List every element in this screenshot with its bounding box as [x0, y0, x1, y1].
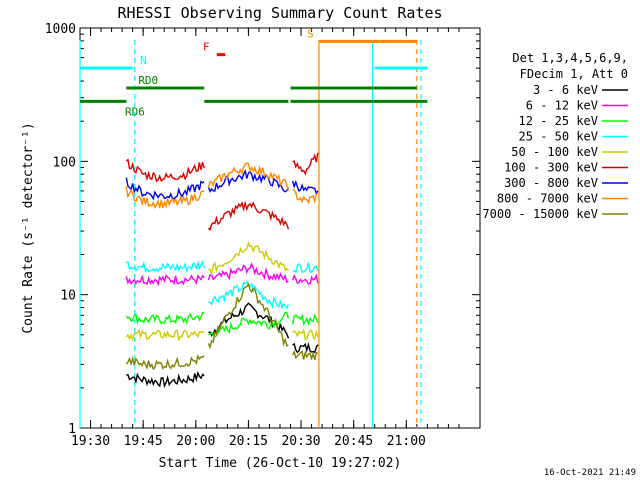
series-line — [126, 370, 205, 389]
legend: Det 1,3,4,5,6,9, FDecim 1, Att 0 3 - 6 k… — [482, 51, 628, 221]
series-line — [125, 158, 205, 183]
legend-item-label: 3 - 6 keV — [533, 83, 598, 97]
series-line — [291, 313, 319, 327]
legend-item-label: 50 - 100 keV — [511, 145, 598, 159]
x-tick-label: 19:30 — [71, 434, 110, 449]
series-line — [291, 273, 319, 285]
series-line — [208, 241, 289, 277]
series-line — [208, 311, 290, 338]
flag-label-f: F — [203, 41, 210, 54]
y-axis-label: Count Rate (s⁻¹ detector⁻¹) — [21, 122, 36, 333]
legend-item-label: 7000 - 15000 keV — [482, 207, 598, 221]
series-line — [125, 328, 205, 342]
legend-item-label: 800 - 7000 keV — [497, 192, 598, 206]
series-line — [207, 162, 290, 192]
series-line — [291, 179, 319, 196]
x-axis-label: Start Time (26-Oct-10 19:27:02) — [159, 456, 402, 471]
vertical-markers — [79, 40, 422, 428]
series-line — [292, 152, 319, 176]
legend-item-label: 100 - 300 keV — [504, 161, 598, 175]
legend-item-label: 12 - 25 keV — [519, 114, 598, 128]
y-tick-label: 1000 — [45, 22, 76, 37]
legend-header-line-2: FDecim 1, Att 0 — [520, 67, 628, 81]
flag-label-rd6: RD6 — [125, 105, 145, 118]
legend-item-label: 6 - 12 keV — [526, 99, 598, 113]
y-tick-label: 1 — [68, 422, 76, 437]
x-tick-label: 20:30 — [281, 434, 320, 449]
legend-item-label: 25 - 50 keV — [519, 130, 598, 144]
y-tick-label: 10 — [60, 289, 76, 304]
x-tick-label: 20:45 — [334, 434, 373, 449]
chart-title: RHESSI Observing Summary Count Rates — [117, 4, 442, 22]
legend-header-line-1: Det 1,3,4,5,6,9, — [512, 51, 628, 65]
x-tick-label: 21:00 — [387, 434, 426, 449]
series-line — [291, 349, 319, 361]
x-axis: 19:30 19:45 20:00 20:15 20:30 20:45 21:00 — [71, 28, 460, 449]
series-line — [125, 311, 205, 326]
series-lines — [125, 152, 319, 389]
x-tick-label: 20:15 — [229, 434, 268, 449]
flag-label-s: S — [307, 27, 314, 40]
y-tick-label: 100 — [53, 155, 76, 170]
series-line — [125, 186, 205, 210]
series-line — [207, 200, 290, 232]
series-line — [207, 262, 289, 284]
series-line — [292, 328, 319, 341]
series-line — [125, 353, 205, 371]
series-line — [292, 188, 319, 205]
legend-item-label: 300 - 800 keV — [504, 176, 598, 190]
x-tick-label: 20:00 — [176, 434, 215, 449]
flag-bars: N RD0 RD6 F S — [80, 27, 428, 118]
series-line — [126, 259, 205, 274]
series-line — [207, 282, 289, 350]
series-line — [125, 177, 205, 201]
x-tick-label: 19:45 — [124, 434, 163, 449]
y-axis: 1 10 100 1000 — [45, 22, 480, 437]
series-line — [292, 262, 319, 274]
series-line — [125, 273, 205, 287]
series-line — [292, 341, 319, 354]
flag-label-n: N — [140, 54, 147, 67]
flag-label-rd0: RD0 — [138, 74, 158, 87]
series-line — [207, 169, 290, 193]
timestamp: 16-Oct-2021 21:49 — [544, 468, 636, 478]
